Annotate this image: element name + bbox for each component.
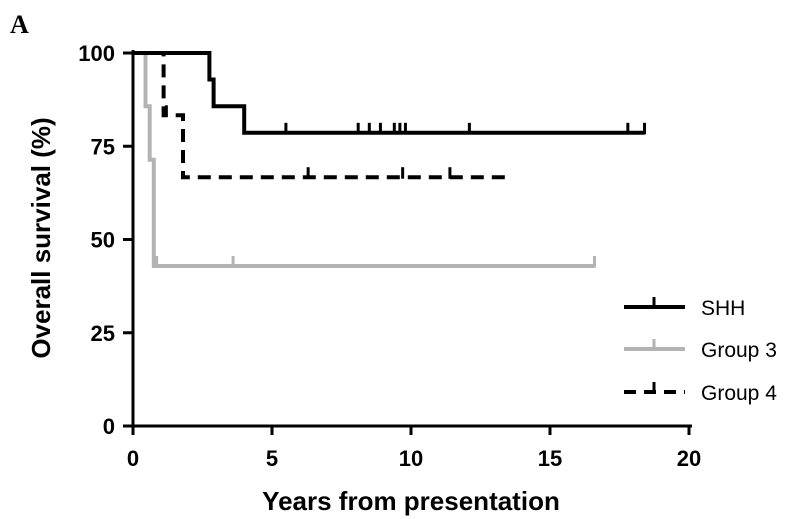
x-tick-label: 15 [538,446,562,471]
legend: SHH Group 3 Group 4 [624,297,777,405]
legend-item-group4: Group 4 [624,382,777,405]
legend-item-shh: SHH [624,297,745,320]
legend-label-group4: Group 4 [701,382,777,405]
x-tick-label: 0 [127,446,139,471]
y-tick-label: 0 [103,414,115,439]
y-tick-label: 50 [91,228,115,253]
x-tick-label: 10 [399,446,423,471]
series-line-shh [133,51,645,135]
legend-item-group3: Group 3 [624,339,777,362]
x-axis-title: Years from presentation [262,486,560,516]
legend-label-shh: SHH [701,297,745,320]
y-tick-label: 100 [78,41,115,66]
y-tick-label: 25 [91,321,115,346]
axis-ticks: 0 5 10 15 20 0 25 50 75 100 [78,41,701,471]
legend-label-group3: Group 3 [701,339,777,362]
plot-lines [133,51,647,268]
series-line-group3 [133,51,595,268]
x-tick-label: 20 [677,446,701,471]
panel-label: A [10,10,29,39]
x-tick-label: 5 [266,446,278,471]
series-line-group4 [133,51,509,180]
y-tick-label: 75 [91,134,115,159]
y-axis-title: Overall survival (%) [26,117,56,358]
